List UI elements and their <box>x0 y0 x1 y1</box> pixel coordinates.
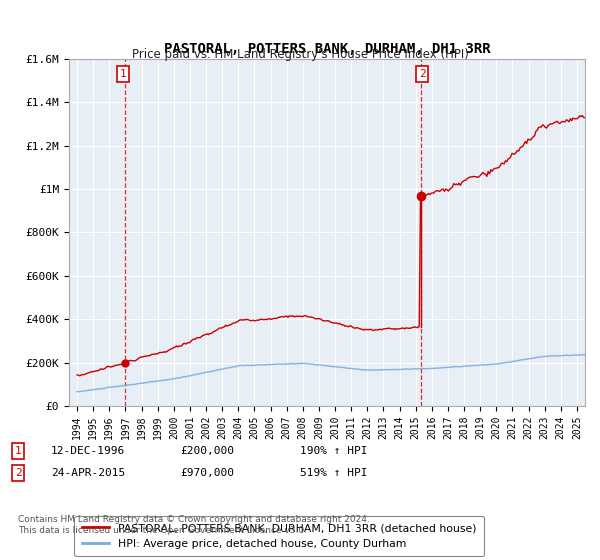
Text: 190% ↑ HPI: 190% ↑ HPI <box>300 446 367 456</box>
Text: 519% ↑ HPI: 519% ↑ HPI <box>300 468 367 478</box>
Text: This data is licensed under the Open Government Licence v3.0.: This data is licensed under the Open Gov… <box>18 526 307 535</box>
Text: 2: 2 <box>14 468 22 478</box>
Text: 1: 1 <box>119 69 127 79</box>
Text: 12-DEC-1996: 12-DEC-1996 <box>51 446 125 456</box>
Text: 1: 1 <box>14 446 22 456</box>
Text: 2: 2 <box>419 69 425 79</box>
Text: £200,000: £200,000 <box>180 446 234 456</box>
Text: Price paid vs. HM Land Registry's House Price Index (HPI): Price paid vs. HM Land Registry's House … <box>131 48 469 60</box>
Text: Contains HM Land Registry data © Crown copyright and database right 2024.: Contains HM Land Registry data © Crown c… <box>18 515 370 524</box>
Legend: PASTORAL, POTTERS BANK, DURHAM, DH1 3RR (detached house), HPI: Average price, de: PASTORAL, POTTERS BANK, DURHAM, DH1 3RR … <box>74 516 484 556</box>
Text: £970,000: £970,000 <box>180 468 234 478</box>
Title: PASTORAL, POTTERS BANK, DURHAM, DH1 3RR: PASTORAL, POTTERS BANK, DURHAM, DH1 3RR <box>164 42 490 56</box>
Text: 24-APR-2015: 24-APR-2015 <box>51 468 125 478</box>
